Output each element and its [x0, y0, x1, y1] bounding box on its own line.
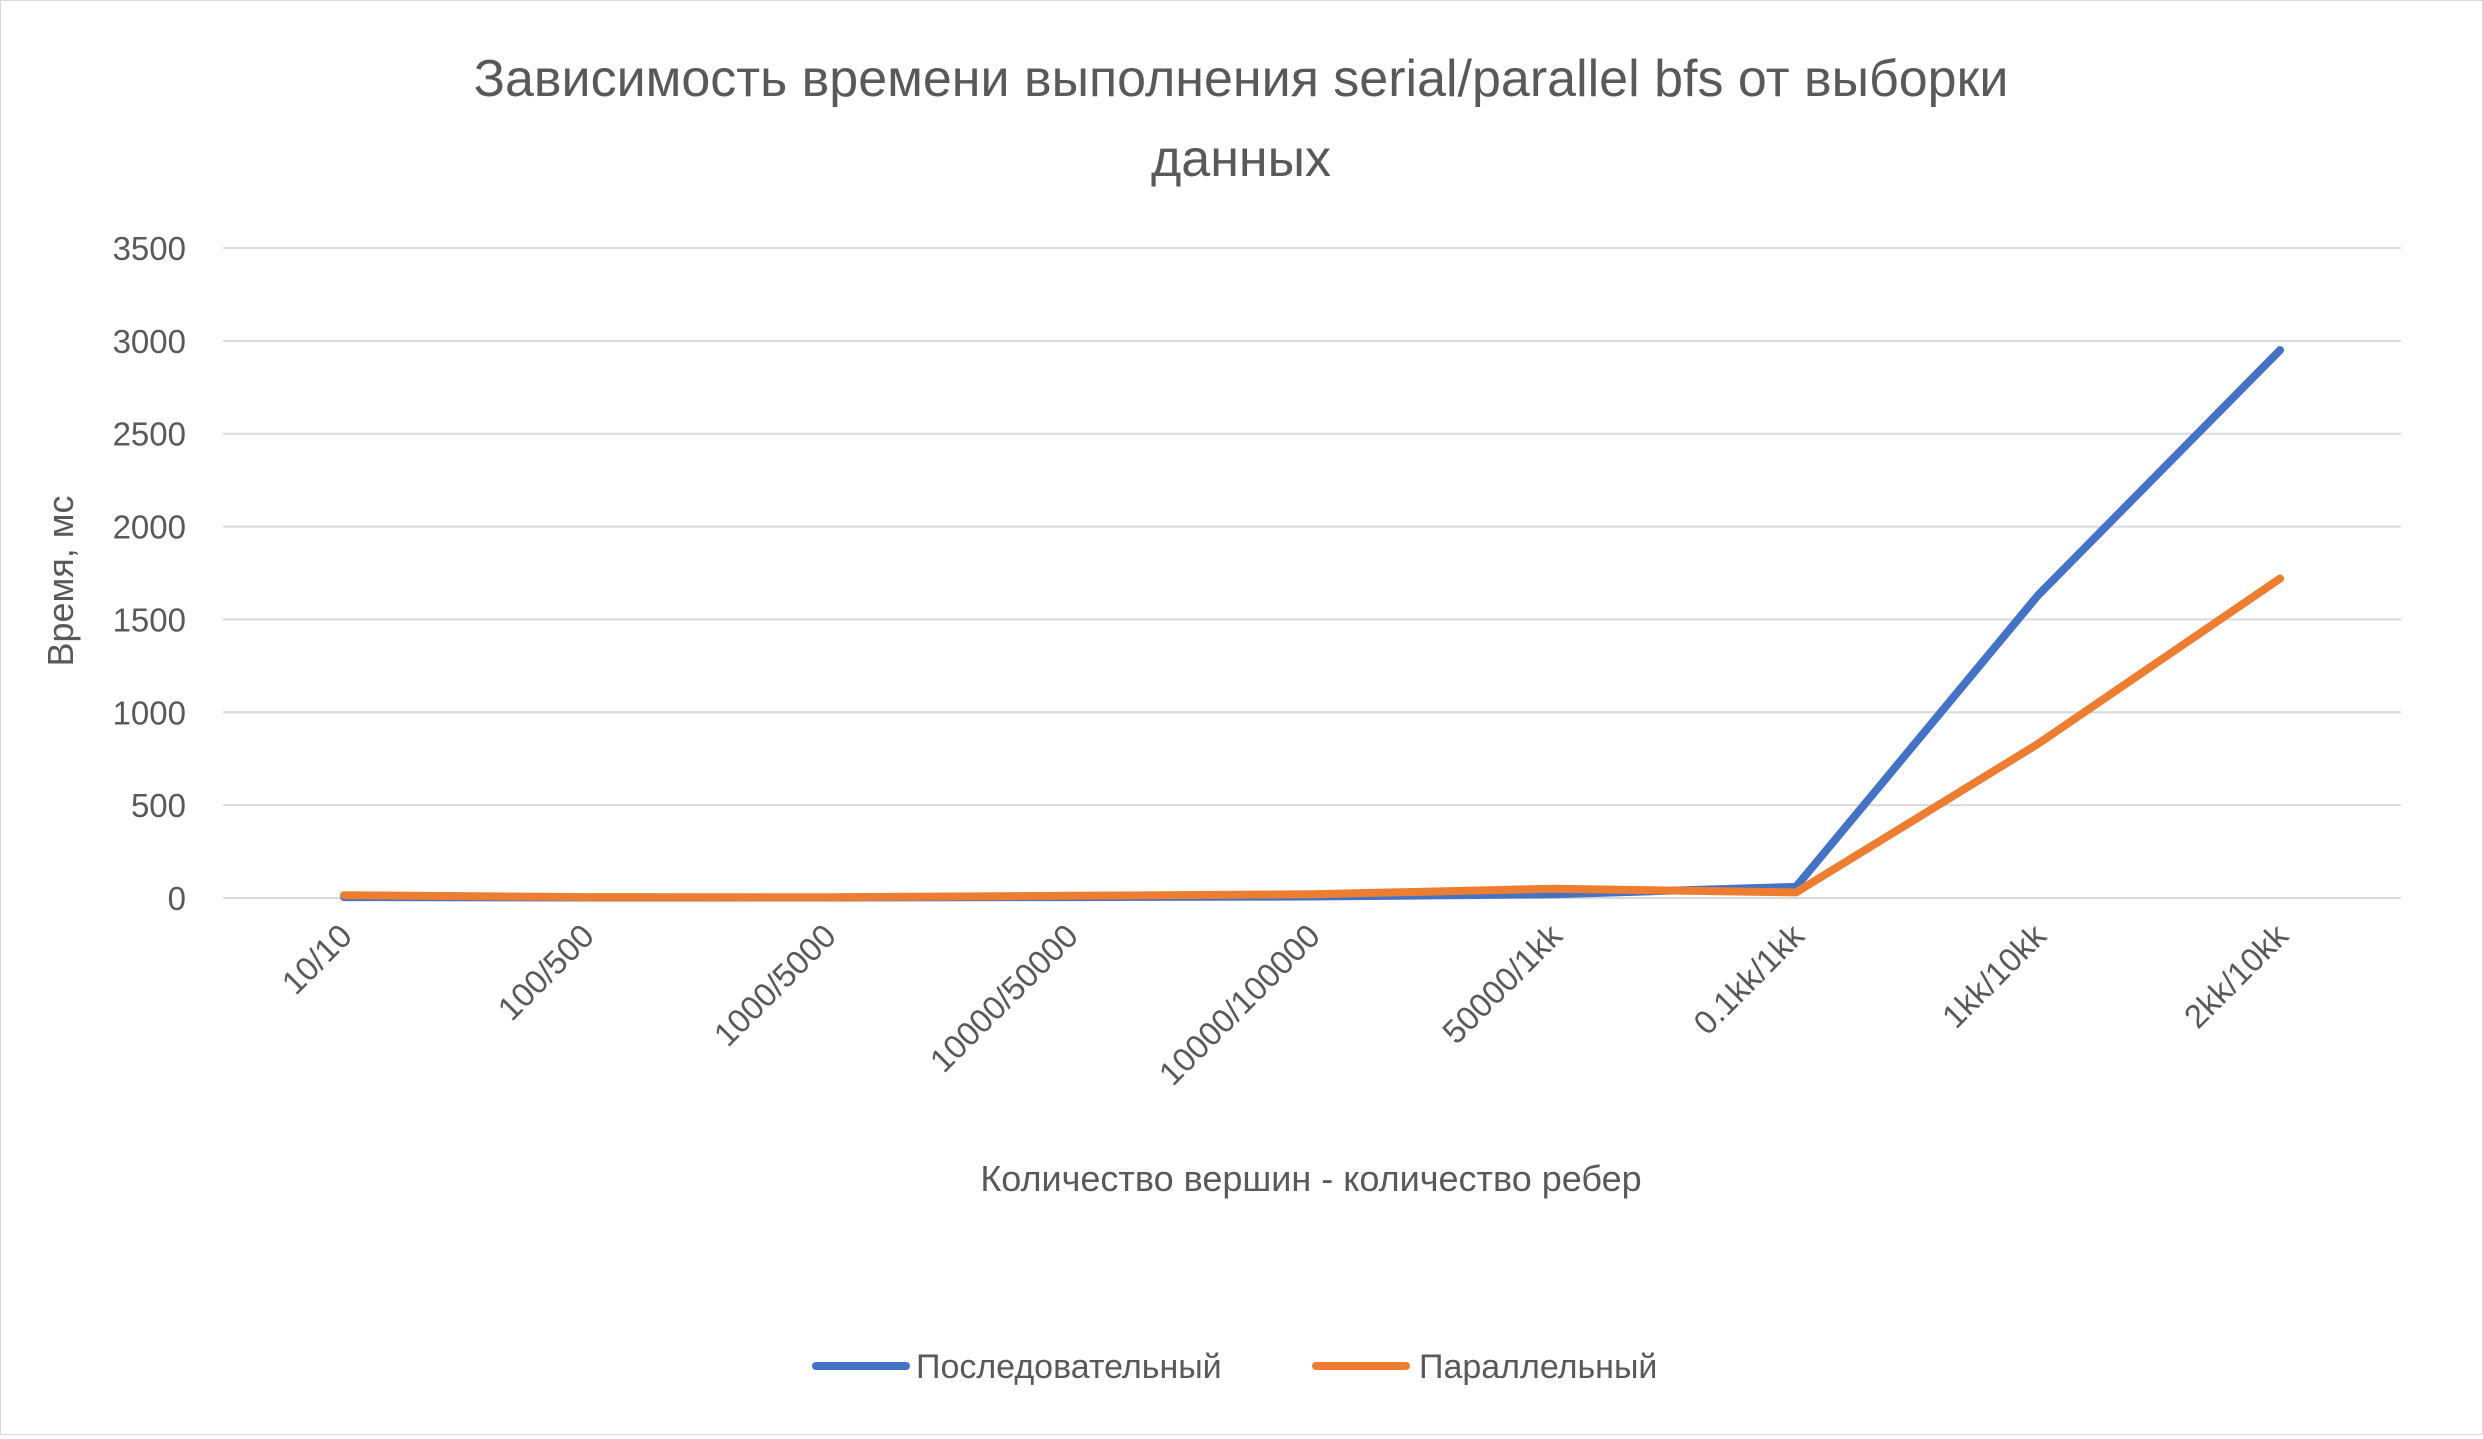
y-tick-labels: 0 500 1000 1500 2000 2500 3000 3500 — [113, 230, 186, 917]
x-tick-label: 10000/50000 — [923, 917, 1085, 1079]
y-tick-label: 3000 — [113, 323, 186, 360]
y-tick-label: 1000 — [113, 694, 186, 731]
series-lines — [340, 346, 2284, 902]
legend-label-1: Параллельный — [1419, 1348, 1657, 1386]
y-tick-label: 2000 — [113, 509, 186, 546]
x-tick-label: 10000/100000 — [1152, 917, 1327, 1092]
y-tick-label: 3500 — [113, 230, 186, 267]
x-tick-label: 100/500 — [490, 917, 601, 1028]
x-tick-label: 1kk/10kk — [1935, 916, 2054, 1035]
series-line-1 — [340, 574, 2284, 902]
x-axis-label: Количество вершин - количество ребер — [980, 1158, 1641, 1199]
chart-title-line-1: Зависимость времени выполнения serial/pa… — [474, 50, 2009, 108]
y-axis-label: Время, мс — [40, 495, 81, 666]
legend: Последовательный Параллельный — [812, 1348, 1657, 1386]
chart-title-line-2: данных — [1151, 130, 1331, 188]
legend-label-0: Последовательный — [916, 1348, 1222, 1386]
y-tick-label: 0 — [168, 880, 186, 917]
y-tick-label: 2500 — [113, 416, 186, 453]
y-tick-label: 1500 — [113, 601, 186, 638]
x-tick-label: 10/10 — [274, 917, 359, 1002]
gridlines — [223, 247, 2401, 899]
x-tick-labels: 10/10 100/500 1000/5000 10000/50000 10000/10… — [274, 916, 2295, 1092]
y-tick-label: 500 — [131, 787, 186, 824]
x-tick-label: 1000/5000 — [706, 917, 842, 1053]
x-tick-label: 0.1kk/1kk — [1686, 916, 1811, 1041]
x-tick-label: 2kk/10kk — [2177, 916, 2296, 1035]
series-line-0 — [340, 346, 2284, 902]
x-tick-label: 50000/1kk — [1435, 916, 1569, 1050]
